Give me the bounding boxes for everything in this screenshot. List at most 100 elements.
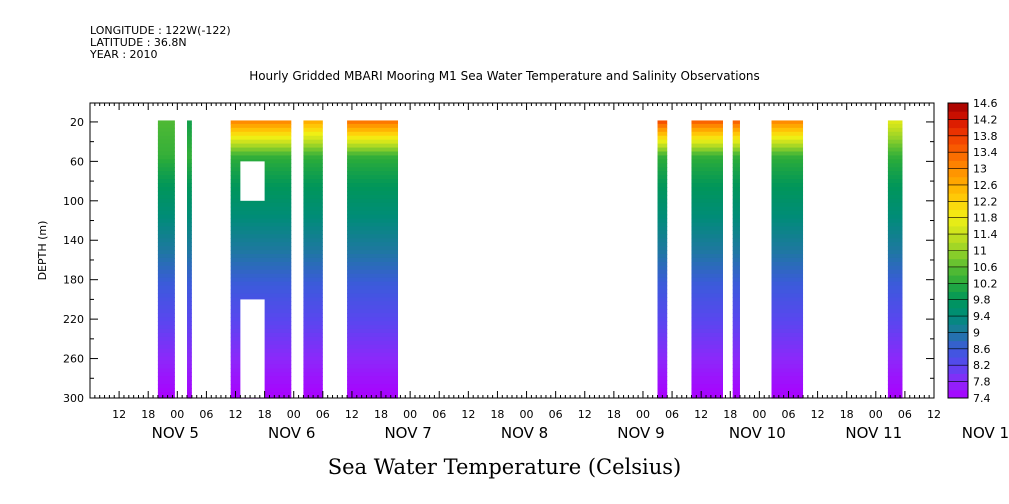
data-cell <box>691 187 723 192</box>
data-cell <box>887 380 903 385</box>
data-cell <box>887 277 903 283</box>
data-cell <box>732 368 740 373</box>
data-cell <box>347 301 399 306</box>
data-cell <box>771 285 804 291</box>
data-cell <box>187 313 192 318</box>
data-cell <box>732 309 740 314</box>
data-cell <box>347 230 399 235</box>
data-cell <box>771 234 804 239</box>
data-cell <box>303 254 323 259</box>
data-cell <box>187 309 192 314</box>
x-hour-label: 12 <box>578 408 592 421</box>
colorbar-swatch <box>948 143 968 153</box>
colorbar-swatch <box>948 348 968 358</box>
data-cell <box>347 305 399 310</box>
data-cell <box>187 257 192 263</box>
data-cell <box>187 210 192 216</box>
data-cell <box>347 135 399 141</box>
data-cell <box>157 265 175 271</box>
data-cell <box>157 372 175 377</box>
data-cell <box>303 321 323 326</box>
colorbar-label: 9.8 <box>973 294 991 307</box>
colorbar-swatch <box>948 307 968 317</box>
data-cell <box>157 143 175 149</box>
data-cell <box>303 131 323 137</box>
colorbar-swatch <box>948 160 968 170</box>
data-cell <box>691 206 723 212</box>
data-cell <box>157 289 175 295</box>
data-cell <box>347 155 399 160</box>
data-cell <box>691 143 723 149</box>
data-cell <box>657 143 668 149</box>
data-cell <box>157 175 175 180</box>
data-cell <box>347 321 399 326</box>
data-cell <box>303 380 323 385</box>
year-label: YEAR : 2010 <box>90 48 158 61</box>
data-cell <box>732 261 740 267</box>
data-cell <box>157 151 175 157</box>
data-cell <box>347 285 399 291</box>
data-cell <box>347 384 399 389</box>
data-cell <box>732 198 740 204</box>
data-cell <box>691 301 723 306</box>
data-cell <box>157 246 175 251</box>
latitude-label: LATITUDE : 36.8N <box>90 36 187 49</box>
data-cell <box>347 344 399 350</box>
data-cell <box>187 364 192 370</box>
data-cell <box>732 222 740 228</box>
data-cell <box>887 202 903 208</box>
data-cell <box>303 392 323 397</box>
data-cell <box>887 120 903 125</box>
data-cell <box>887 269 903 275</box>
data-cell <box>347 131 399 137</box>
data-cell <box>887 222 903 228</box>
data-cell <box>187 163 192 168</box>
colorbar-label: 14.2 <box>973 113 998 126</box>
x-hour-label: 06 <box>316 408 330 421</box>
data-cell <box>657 151 668 157</box>
data-cell <box>771 187 804 192</box>
data-cell <box>771 214 804 220</box>
data-cell <box>187 238 192 243</box>
colorbar-swatch <box>948 299 968 309</box>
data-cell <box>657 392 668 397</box>
data-cell <box>691 313 723 318</box>
data-cell <box>771 131 804 137</box>
data-cell <box>691 163 723 168</box>
data-cell <box>691 368 723 373</box>
plot-border <box>89 102 935 399</box>
data-cell <box>691 317 723 322</box>
data-cell <box>691 226 723 231</box>
data-cell <box>691 238 723 243</box>
data-cell <box>187 396 192 399</box>
data-cell <box>230 265 292 271</box>
colorbar-swatch <box>948 283 968 292</box>
data-cell <box>303 364 323 370</box>
x-hour-label: 00 <box>520 408 534 421</box>
data-cell <box>347 214 399 220</box>
data-cell <box>187 222 192 228</box>
data-cell <box>887 167 903 172</box>
data-cell <box>732 265 740 271</box>
colorbar-swatch <box>948 201 968 211</box>
data-cell <box>732 234 740 239</box>
data-cell <box>230 281 292 287</box>
data-cell <box>657 261 668 267</box>
x-hour-label: 12 <box>927 408 941 421</box>
data-cell <box>771 325 804 330</box>
data-cell <box>732 179 740 184</box>
data-cell <box>771 147 804 153</box>
data-cell <box>303 301 323 306</box>
data-cell <box>732 175 740 180</box>
data-cell <box>303 273 323 279</box>
data-cell <box>887 230 903 235</box>
data-cell <box>303 257 323 263</box>
data-cell <box>157 238 175 243</box>
data-cell <box>691 396 723 399</box>
data-cell <box>230 257 292 263</box>
data-cell <box>347 183 399 188</box>
colorbar-label: 11.8 <box>973 212 998 225</box>
data-cell <box>303 332 323 338</box>
data-cell <box>691 364 723 370</box>
data-cell <box>347 364 399 370</box>
